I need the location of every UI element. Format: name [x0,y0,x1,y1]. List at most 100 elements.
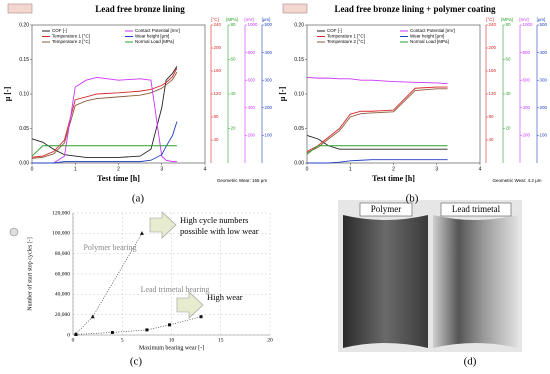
right-tick-label: 200 [523,133,531,138]
right-axis-label: [mV] [244,17,253,22]
right-tick-label: 120 [214,91,222,96]
x-tick-label: 0 [72,337,75,343]
right-tick-label: 500 [540,22,548,27]
series-line [31,71,178,159]
x-tick-label: 10 [169,337,175,343]
right-tick-label: 800 [523,50,531,55]
right-axis-label: [°C] [486,17,494,22]
x-axis-label: Test time [h] [97,174,140,183]
legend-label: COF [-] [52,28,67,33]
series-line [306,76,448,85]
right-tick-label: 500 [265,22,273,27]
right-axis-label: [MPa] [501,17,513,22]
right-tick-label: 20 [231,126,237,131]
y-tick-label: 100,000 [52,231,70,237]
series-line [306,145,448,155]
series-line [32,76,177,164]
right-tick-label: 40 [489,137,495,142]
legend-label: Contact Potential [mV] [410,28,455,33]
y-tick-label: 0.20 [294,22,304,28]
legend-label: Normal Load [MPa] [410,39,449,44]
plot-frame [306,24,481,164]
annotation: High wear [207,292,243,302]
right-tick-label: 60 [231,57,237,62]
marker [110,330,114,334]
y-tick-label: 0.10 [19,91,29,97]
series-line [31,67,178,158]
y-tick-label: 0.15 [294,57,304,63]
right-axis-label: [μm] [262,17,271,22]
trend-line [75,316,202,335]
plot-frame [31,24,206,164]
series-line [307,159,448,164]
legend-label: Temperature 2 [°C] [52,39,90,44]
right-tick-label: 400 [523,105,531,110]
right-tick-label: 300 [265,77,273,82]
x-tick-label: 0 [31,166,34,172]
y-tick-label: 20,000 [55,312,70,318]
right-tick-label: 80 [506,22,512,27]
right-tick-label: 100 [265,133,273,138]
photo-polymer [343,215,428,348]
x-tick-label: 2 [392,166,395,172]
legend-label: Normal Load [MPa] [135,39,174,44]
x-tick-label: 5 [121,337,124,343]
right-tick-label: 20 [506,126,512,131]
right-tick-label: 120 [489,91,497,96]
right-axis-label: [mV] [519,17,528,22]
y-tick-label: 0.05 [294,126,304,132]
right-tick-label: 200 [540,105,548,110]
y-tick-label: 0.00 [19,160,29,166]
right-tick-label: 800 [248,50,256,55]
x-axis-label: Test time [h] [372,174,415,183]
legend-label: Wear height [μm] [135,34,169,39]
x-tick-label: 2 [117,166,120,172]
right-tick-label: 160 [489,68,497,73]
y-axis-label: μ [-] [3,86,12,101]
annotation: High cycle numbers [180,215,248,225]
right-tick-label: 600 [523,77,531,82]
icon [7,3,33,14]
right-axis-label: [°C] [211,17,219,22]
photo-label-box [359,202,413,217]
right-tick-label: 80 [489,114,495,119]
right-tick-label: 200 [489,45,497,50]
right-tick-label: 40 [506,91,512,96]
legend-label: Temperature 1 [°C] [327,34,365,39]
marker [199,315,203,319]
chart-title: Lead free bronze lining [95,4,185,14]
panel-label: (c) [130,356,143,368]
icon [282,3,308,14]
right-tick-label: 1000 [523,22,534,27]
photo-label: Polymer [371,204,402,214]
trend-line [75,233,143,335]
x-tick-label: 0 [306,166,309,172]
icon [9,227,19,237]
panel-label: (d) [464,356,477,368]
x-axis-label: Maximum bearing wear [-] [139,345,204,351]
y-tick-label: 60,000 [55,271,70,277]
right-tick-label: 300 [540,77,548,82]
right-tick-label: 400 [248,105,256,110]
marker [90,314,95,319]
marker [145,328,149,332]
legend-label: Temperature 2 [°C] [327,39,365,44]
x-tick-label: 3 [160,166,163,172]
marker [74,332,78,336]
y-tick-label: 0.20 [19,22,29,28]
series-label: Lead trimetal bearing [141,285,210,294]
right-axis-label: [μm] [537,17,546,22]
photo-label: Lead trimetal [452,204,501,214]
legend-label: Contact Potential [mV] [135,28,180,33]
arrow [149,211,177,239]
right-tick-label: 100 [540,133,548,138]
x-tick-label: 4 [204,166,207,172]
marker [168,323,172,327]
y-tick-label: 0.05 [19,126,29,132]
right-tick-label: 60 [506,57,512,62]
series-label: Polymer bearing [83,243,136,252]
right-tick-label: 80 [214,114,220,119]
y-tick-label: 80,000 [55,251,70,257]
series-line [306,88,448,154]
